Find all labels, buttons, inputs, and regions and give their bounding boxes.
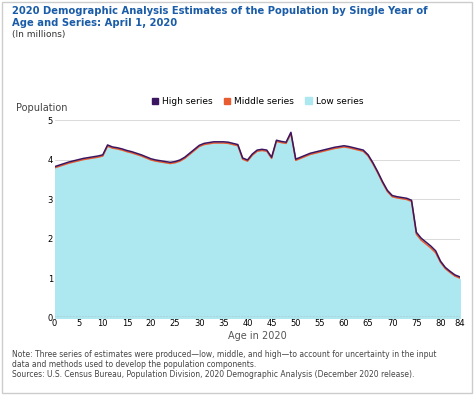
Text: 2020 Demographic Analysis Estimates of the Population by Single Year of: 2020 Demographic Analysis Estimates of t… [12, 6, 428, 16]
Text: Population: Population [16, 103, 67, 113]
X-axis label: Age in 2020: Age in 2020 [228, 331, 286, 341]
Text: Note: Three series of estimates were produced—low, middle, and high—to account f: Note: Three series of estimates were pro… [12, 350, 437, 379]
Legend: High series, Middle series, Low series: High series, Middle series, Low series [147, 93, 367, 109]
Text: (In millions): (In millions) [12, 30, 65, 39]
Text: Age and Series: April 1, 2020: Age and Series: April 1, 2020 [12, 18, 177, 28]
